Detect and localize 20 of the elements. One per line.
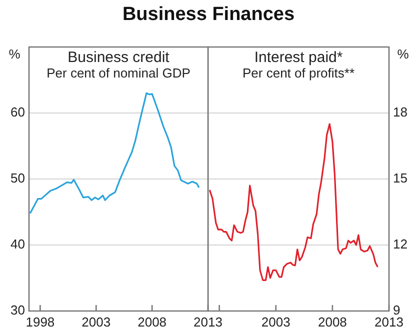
x-tick-label: 2003 — [261, 314, 290, 330]
x-tick-label: 2008 — [318, 314, 347, 330]
y2-axis-title: % — [397, 46, 410, 62]
y2-tick-label: 15 — [393, 170, 408, 186]
x-tick-label: 2008 — [138, 314, 167, 330]
x-tick-label: 1998 — [26, 314, 55, 330]
y-tick-label: 40 — [10, 236, 25, 252]
y2-tick-label: 12 — [393, 236, 408, 252]
y-axis-title: % — [8, 46, 21, 62]
y-tick-label: 30 — [10, 302, 25, 318]
x-tick-label: 2003 — [82, 314, 111, 330]
text: Business Finances — [121, 4, 296, 26]
chart-title: Business credit — [68, 49, 170, 66]
text: Per cent of profits** — [242, 66, 354, 81]
text: Per cent of nominal GDP — [46, 66, 190, 81]
y-tick-label: 50 — [10, 170, 25, 186]
y-tick-label: 60 — [10, 104, 25, 120]
y2-tick-label: 18 — [393, 104, 408, 120]
x-tick-label: 2013 — [194, 314, 222, 330]
chart-title: Interest paid* — [254, 49, 343, 66]
